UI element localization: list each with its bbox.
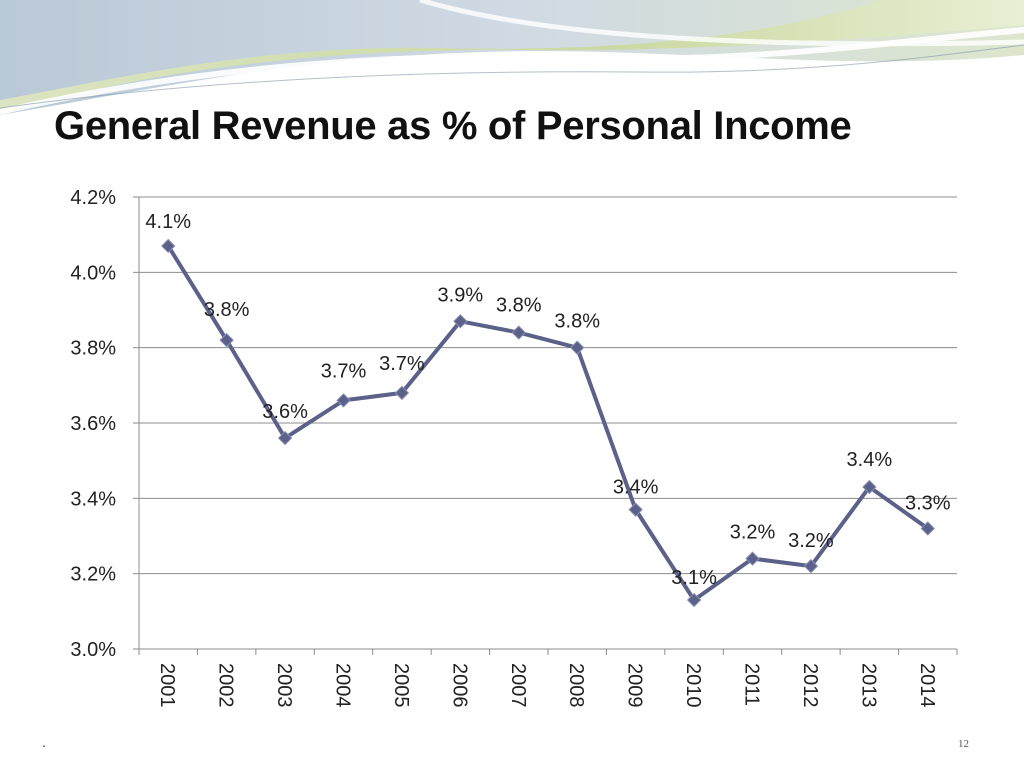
data-label: 3.1% [671, 567, 717, 589]
x-tick-label: 2001 [156, 663, 178, 708]
x-tick-label: 2012 [799, 663, 821, 708]
y-tick-label: 3.0% [70, 639, 116, 661]
data-label: 3.8% [204, 299, 250, 321]
x-axis-tick-labels: 2001 2002 2003 2004 2005 2006 2007 2008 2009 2010… [156, 663, 938, 708]
slide-title: General Revenue as % of Personal Income [54, 104, 852, 148]
data-point-marker [219, 332, 234, 348]
x-tick-label: 2009 [624, 663, 646, 708]
data-point-marker [862, 479, 877, 495]
x-tick-label: 2011 [741, 663, 763, 706]
y-tick-label: 3.2% [70, 564, 116, 586]
x-tick-label: 2002 [215, 663, 237, 708]
header-swoosh-decoration [0, 0, 1024, 115]
x-tick-label: 2006 [448, 663, 470, 708]
data-point-marker [336, 393, 351, 408]
x-tick-label: 2014 [916, 663, 938, 708]
series-line [166, 244, 929, 603]
data-label: 3.8% [554, 311, 600, 333]
data-label: 3.7% [321, 360, 367, 382]
data-point-marker [920, 521, 935, 536]
footer-mark: . [42, 734, 46, 750]
data-label: 3.6% [262, 401, 308, 423]
page-number: 12 [958, 738, 969, 750]
x-tick-label: 2008 [565, 663, 587, 708]
data-label: 3.4% [613, 477, 659, 499]
data-label: 4.1% [145, 211, 191, 233]
x-tick-label: 2007 [507, 663, 529, 708]
chart-gridlines [139, 196, 957, 575]
data-point-marker [628, 502, 643, 517]
data-point-marker [453, 314, 468, 329]
data-point-marker [161, 238, 176, 254]
y-axis-tick-labels: 3.0% 3.2% 3.4% 3.6% 3.8% 4.0% 4.2% [70, 187, 116, 661]
data-point-marker [394, 385, 410, 401]
x-tick-label: 2010 [682, 663, 704, 708]
data-label: 3.9% [438, 284, 484, 306]
data-point-marker [570, 340, 585, 355]
data-point-marker [277, 430, 293, 446]
y-tick-label: 4.2% [70, 187, 116, 209]
data-point-marker [803, 558, 819, 574]
y-tick-label: 3.8% [70, 338, 116, 360]
chart-axes [133, 196, 958, 655]
x-tick-label: 2004 [332, 663, 354, 708]
data-label: 3.4% [847, 449, 893, 471]
y-tick-label: 4.0% [70, 262, 116, 284]
y-tick-label: 3.6% [70, 413, 116, 435]
data-point-marker [745, 551, 760, 566]
x-tick-label: 2005 [390, 663, 412, 708]
data-label: 3.8% [496, 295, 542, 317]
chart-series [161, 238, 935, 608]
data-label: 3.3% [905, 492, 951, 514]
data-label: 3.2% [730, 522, 776, 544]
data-labels: 4.1% 3.8% 3.6% 3.7% 3.7% 3.9% 3.8% 3.8% 3.4% 3.1%… [145, 211, 950, 589]
data-point-marker [511, 325, 526, 340]
data-point-marker [686, 592, 702, 608]
y-tick-label: 3.4% [70, 488, 116, 510]
data-label: 3.2% [788, 530, 834, 552]
data-label: 3.7% [379, 353, 425, 375]
x-tick-label: 2013 [857, 663, 879, 708]
x-tick-label: 2003 [273, 663, 295, 708]
